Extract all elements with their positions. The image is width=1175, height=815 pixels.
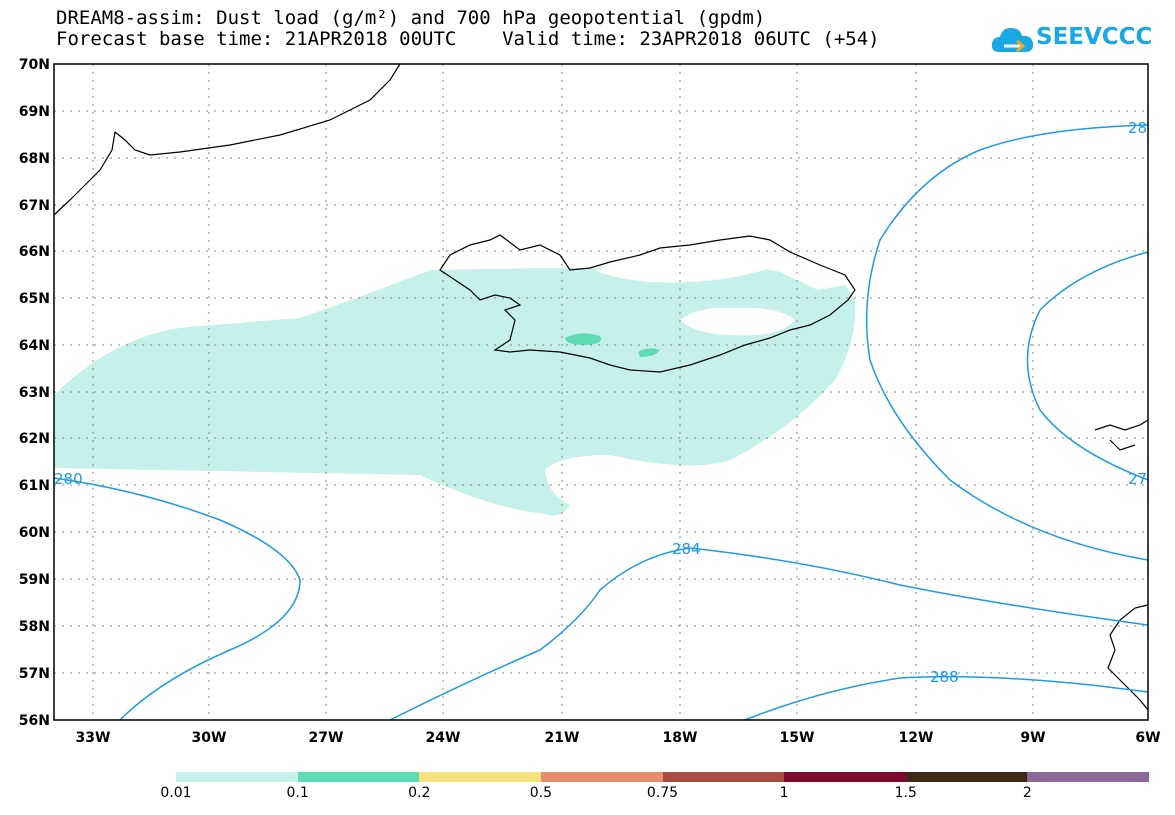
contour-label-east: 27 <box>1128 470 1147 488</box>
colorbar-segment <box>662 772 785 782</box>
contour-276-east <box>1026 251 1149 481</box>
lon-label: 27W <box>309 730 344 746</box>
colorbar-segment <box>905 772 1028 782</box>
contour-288 <box>744 675 1149 721</box>
title-line-1: DREAM8-assim: Dust load (g/m²) and 700 h… <box>56 7 766 29</box>
colorbar-label: 0.5 <box>529 785 553 801</box>
scotland-coast <box>1107 604 1149 711</box>
colorbar-segment <box>297 772 420 782</box>
colorbar-label: 0.1 <box>286 785 309 801</box>
contour-label-top-right: 28 <box>1128 119 1147 137</box>
lon-label: 9W <box>1020 730 1045 746</box>
colorbar <box>176 772 1149 782</box>
cloud-icon <box>991 28 1034 53</box>
dust-gap <box>680 307 795 336</box>
lat-label: 67N <box>19 198 50 214</box>
lon-label: 30W <box>192 730 227 746</box>
lon-label: 33W <box>76 730 111 746</box>
dust-patch-0.1 <box>565 333 601 345</box>
contour-label-288: 288 <box>930 668 959 686</box>
lon-label: 18W <box>663 730 698 746</box>
lat-label: 68N <box>19 151 50 167</box>
contour-label-west: 280 <box>54 470 83 488</box>
greenland-coast <box>53 63 401 216</box>
coastlines <box>53 63 1149 711</box>
seevccc-logo: SEEVCCC <box>990 20 1152 60</box>
lat-label: 56N <box>19 713 50 729</box>
dust-load-area <box>54 264 856 516</box>
lat-label: 59N <box>19 572 50 588</box>
contour-280-west <box>53 477 301 721</box>
colorbar-label: 0.75 <box>646 785 679 801</box>
lon-label: 6W <box>1135 730 1160 746</box>
lat-label: 69N <box>19 104 50 120</box>
lat-label: 61N <box>19 478 50 494</box>
lat-label: 60N <box>19 525 50 541</box>
lat-label: 70N <box>19 57 50 73</box>
colorbar-segment <box>1027 772 1149 782</box>
longitude-labels: 33W 30W 27W 24W 21W 18W 15W 12W 9W 6W <box>76 730 1161 746</box>
norway-islands <box>1109 439 1136 451</box>
lat-label: 63N <box>19 385 50 401</box>
lat-label: 57N <box>19 666 50 682</box>
map-title: DREAM8-assim: Dust load (g/m²) and 700 h… <box>56 8 880 50</box>
contour-284 <box>389 547 1149 721</box>
latitude-labels: 70N 69N 68N 67N 66N 65N 64N 63N 62N 61N … <box>19 57 50 729</box>
colorbar-label: 0.2 <box>408 785 431 801</box>
contour-280-east <box>865 124 1149 561</box>
lon-label: 21W <box>545 730 580 746</box>
faroe-islands <box>1094 419 1149 431</box>
lat-label: 58N <box>19 619 50 635</box>
lon-label: 24W <box>426 730 461 746</box>
title-line-2: Forecast base time: 21APR2018 00UTC Vali… <box>56 28 880 50</box>
lat-label: 62N <box>19 431 50 447</box>
geopotential-contours <box>53 124 1149 721</box>
colorbar-label: 0.01 <box>160 785 192 801</box>
contour-label-284: 284 <box>672 540 701 558</box>
colorbar-label: 1.5 <box>894 785 917 801</box>
lon-label: 12W <box>899 730 934 746</box>
colorbar-segment <box>176 772 298 782</box>
lon-label: 15W <box>780 730 815 746</box>
iceland-coast <box>439 234 856 373</box>
colorbar-label: 1 <box>779 785 789 801</box>
logo-text: SEEVCCC <box>1036 24 1153 50</box>
colorbar-label: 2 <box>1022 785 1032 801</box>
dust-gap-north <box>595 262 770 283</box>
dust-patch-0.1-small <box>638 348 660 357</box>
colorbar-segment <box>419 772 541 782</box>
lat-label: 65N <box>19 291 50 307</box>
lat-label: 66N <box>19 244 50 260</box>
colorbar-segment <box>540 772 663 782</box>
colorbar-segment <box>784 772 906 782</box>
map-frame <box>53 63 1149 721</box>
lat-label: 64N <box>19 338 50 354</box>
